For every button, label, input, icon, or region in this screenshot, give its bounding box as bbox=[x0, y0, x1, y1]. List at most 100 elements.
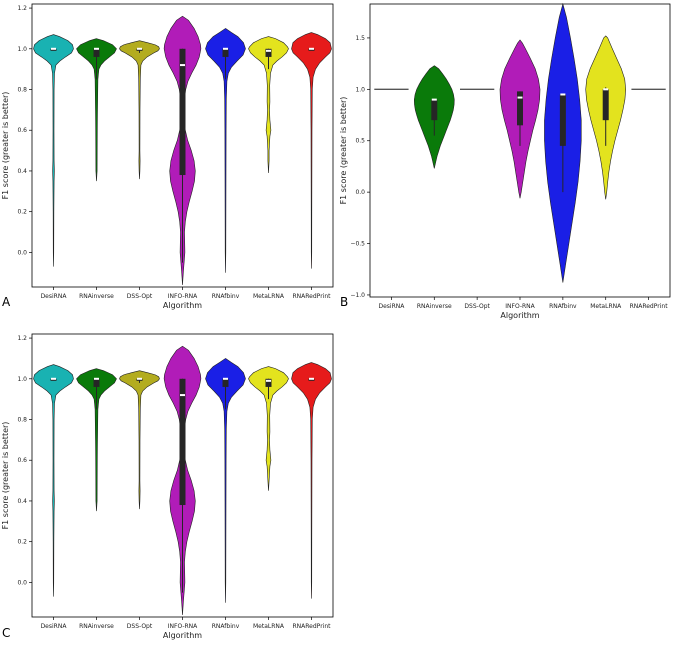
x-tick-label: MetaLRNA bbox=[253, 623, 285, 630]
x-tick-label: MetaLRNA bbox=[590, 303, 622, 310]
violin-desirna bbox=[33, 364, 74, 597]
median-marker bbox=[94, 377, 99, 380]
median-marker bbox=[266, 49, 271, 52]
median-marker bbox=[223, 377, 228, 380]
iqr-box bbox=[265, 378, 272, 387]
y-tick-label: 1.2 bbox=[17, 335, 27, 342]
x-tick-label: INFO-RNA bbox=[168, 623, 198, 630]
x-tick-label: INFO-RNA bbox=[505, 303, 535, 310]
iqr-box bbox=[517, 91, 523, 126]
iqr-box bbox=[559, 94, 566, 146]
violin-body bbox=[33, 34, 74, 267]
violin-body bbox=[76, 38, 117, 182]
median-marker bbox=[517, 96, 523, 99]
y-tick-label: 0.0 bbox=[17, 579, 27, 586]
violin-metalrna bbox=[248, 36, 289, 174]
panel-label: C bbox=[2, 626, 10, 640]
x-tick-label: DesiRNA bbox=[41, 623, 68, 630]
iqr-box bbox=[179, 48, 186, 176]
iqr-box bbox=[93, 48, 100, 57]
x-tick-label: DSS-Opt bbox=[127, 623, 153, 630]
violin-body bbox=[248, 366, 289, 491]
y-tick-label: 0.4 bbox=[17, 498, 27, 505]
violin-rnafbinv bbox=[544, 2, 582, 283]
y-tick-label: 0.2 bbox=[17, 539, 27, 546]
x-axis-title: Algorithm bbox=[500, 311, 539, 320]
median-marker bbox=[180, 394, 185, 397]
median-marker bbox=[603, 88, 609, 91]
x-axis-title: Algorithm bbox=[163, 301, 202, 310]
iqr-box bbox=[431, 99, 438, 121]
violin-rnainverse bbox=[413, 65, 455, 169]
x-axis-title: Algorithm bbox=[163, 631, 202, 640]
x-tick-label: RNAfbinv bbox=[549, 303, 577, 310]
y-tick-label: 0.6 bbox=[17, 457, 27, 464]
violin-body bbox=[205, 358, 246, 603]
median-marker bbox=[431, 98, 437, 101]
median-marker bbox=[94, 47, 99, 50]
median-marker bbox=[180, 64, 185, 67]
violin-rnainverse bbox=[76, 38, 117, 182]
median-marker bbox=[266, 379, 271, 382]
iqr-box bbox=[222, 378, 229, 387]
x-tick-label: RNARedPrint bbox=[293, 293, 332, 300]
violin-body bbox=[291, 362, 332, 599]
iqr-box bbox=[136, 378, 143, 381]
y-tick-label: 0.6 bbox=[17, 127, 27, 134]
violin-rnaredprint bbox=[291, 362, 332, 599]
x-tick-label: RNAfbinv bbox=[212, 293, 240, 300]
y-tick-label: 1.0 bbox=[355, 86, 365, 93]
violin-body bbox=[76, 368, 117, 512]
violin-metalrna bbox=[248, 366, 289, 491]
violin-info-rna bbox=[163, 345, 202, 615]
median-marker bbox=[560, 93, 566, 96]
median-marker bbox=[223, 47, 228, 50]
x-tick-label: INFO-RNA bbox=[168, 293, 198, 300]
violin-info-rna bbox=[499, 39, 541, 199]
y-tick-label: 1.0 bbox=[17, 46, 27, 53]
median-marker bbox=[137, 47, 142, 50]
iqr-box bbox=[265, 48, 272, 57]
median-marker bbox=[309, 47, 314, 50]
violin-rnainverse bbox=[76, 368, 117, 512]
y-tick-label: 1.2 bbox=[17, 5, 27, 12]
panel-b: −1.0 −0.5 0.0 0.5 1.0 1.5 DesiRNA RNAinverse DSS… bbox=[339, 2, 671, 320]
x-tick-label: RNAinverse bbox=[79, 623, 114, 630]
violin-body bbox=[205, 28, 246, 273]
x-tick-label: RNAfbinv bbox=[212, 623, 240, 630]
violin-body bbox=[248, 36, 289, 174]
violin-rnaredprint bbox=[291, 32, 332, 269]
x-tick-label: RNAinverse bbox=[417, 303, 452, 310]
y-tick-label: −0.5 bbox=[350, 241, 365, 248]
panel-c: 0.0 0.2 0.4 0.6 0.8 1.0 1.2 DesiRNA RNAinverse DS… bbox=[1, 333, 334, 640]
y-tick-label: −1.0 bbox=[350, 292, 365, 299]
y-tick-label: 0.0 bbox=[17, 249, 27, 256]
x-tick-label: RNAinverse bbox=[79, 293, 114, 300]
violin-body bbox=[291, 32, 332, 269]
y-tick-label: 0.0 bbox=[355, 189, 365, 196]
x-tick-label: RNARedPrint bbox=[630, 303, 669, 310]
violin-rnafbinv bbox=[205, 358, 246, 603]
x-tick-label: DesiRNA bbox=[378, 303, 405, 310]
x-tick-label: MetaLRNA bbox=[253, 293, 285, 300]
y-axis-title: F1 score (greater is better) bbox=[1, 422, 10, 530]
violin-info-rna bbox=[163, 15, 202, 285]
y-tick-label: 1.0 bbox=[17, 376, 27, 383]
y-tick-label: 0.2 bbox=[17, 209, 27, 216]
y-tick-label: 0.8 bbox=[17, 417, 27, 424]
iqr-box bbox=[136, 48, 143, 51]
violin-rnafbinv bbox=[205, 28, 246, 273]
y-tick-label: 0.8 bbox=[17, 87, 27, 94]
y-tick-label: 1.5 bbox=[355, 35, 365, 42]
y-axis-title: F1 score (greater is better) bbox=[1, 92, 10, 200]
iqr-box bbox=[222, 48, 229, 57]
violin-dss-opt bbox=[119, 40, 160, 180]
violin-body bbox=[119, 40, 160, 180]
iqr-box bbox=[179, 378, 186, 506]
violin-desirna bbox=[33, 34, 74, 267]
median-marker bbox=[51, 47, 56, 50]
iqr-box bbox=[602, 89, 609, 121]
x-tick-label: DSS-Opt bbox=[464, 303, 490, 310]
y-axis-title: F1 score (greater is better) bbox=[339, 97, 348, 205]
violin-body bbox=[119, 370, 160, 510]
